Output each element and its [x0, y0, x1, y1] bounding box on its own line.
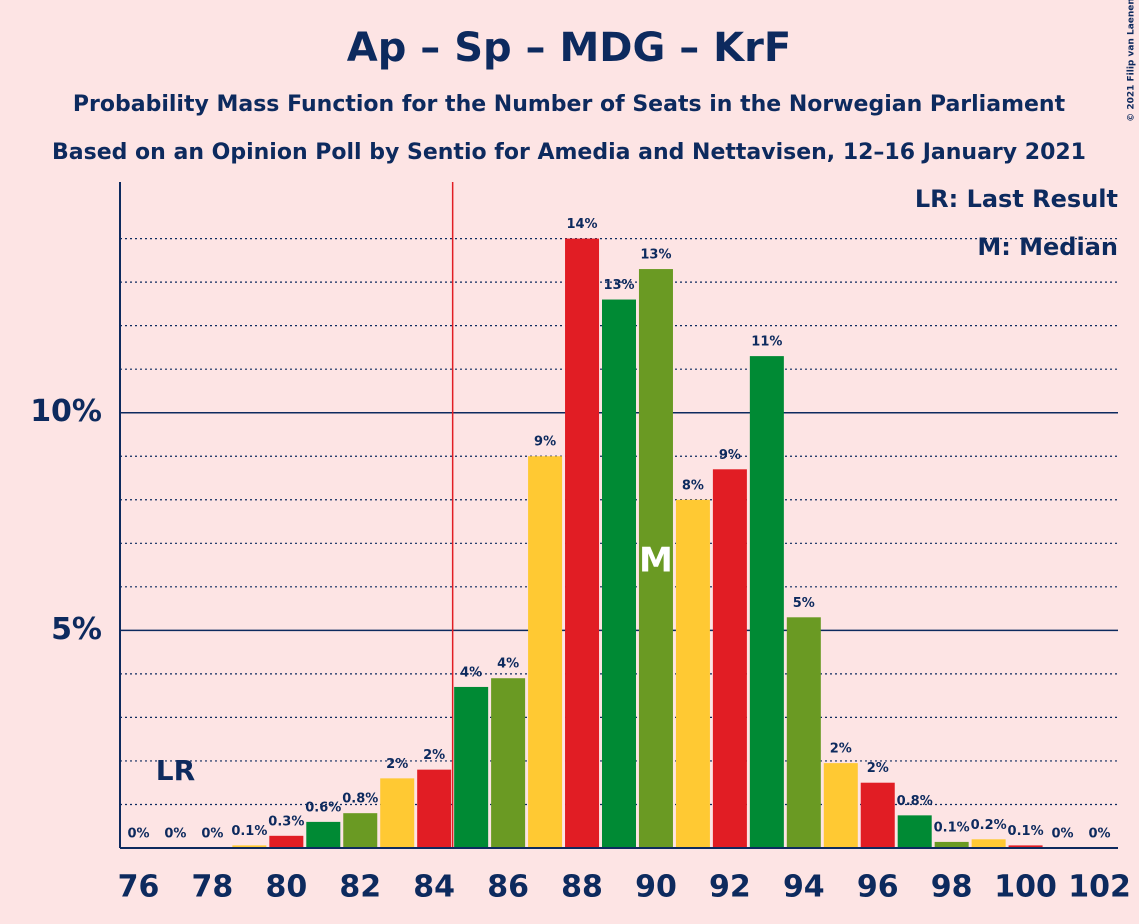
copyright: © 2021 Filip van Laenen — [1127, 0, 1137, 122]
bar — [749, 356, 784, 848]
value-label: 0% — [1088, 827, 1110, 842]
bar — [823, 763, 858, 848]
value-label: 2% — [423, 748, 445, 763]
value-label: 9% — [534, 435, 556, 450]
value-label: 0.8% — [897, 794, 933, 809]
y-tick-label: 10% — [30, 394, 102, 429]
median-label: M — [639, 541, 673, 581]
x-tick-label: 88 — [561, 870, 603, 905]
x-tick-label: 78 — [192, 870, 234, 905]
x-tick-label: 90 — [635, 870, 677, 905]
bar — [1008, 845, 1043, 848]
bar — [934, 841, 969, 848]
bar — [638, 269, 673, 848]
bar — [565, 238, 600, 848]
x-tick-label: 86 — [487, 870, 529, 905]
value-label: 0.2% — [971, 818, 1007, 833]
value-label: 0.1% — [934, 820, 970, 835]
x-tick-label: 102 — [1068, 870, 1131, 905]
value-label: 14% — [566, 217, 597, 232]
value-label: 0.1% — [1008, 824, 1044, 839]
value-label: 4% — [460, 665, 482, 680]
bar — [454, 686, 489, 848]
value-label: 0.6% — [305, 800, 341, 815]
bar — [712, 469, 747, 848]
bar — [269, 835, 304, 848]
value-label: 9% — [719, 448, 741, 463]
x-tick-label: 98 — [931, 870, 973, 905]
bar — [675, 499, 710, 848]
value-label: 13% — [640, 248, 671, 263]
value-label: 4% — [497, 657, 519, 672]
x-tick-label: 76 — [118, 870, 160, 905]
x-tick-label: 92 — [709, 870, 751, 905]
value-label: 0% — [1052, 827, 1074, 842]
bar — [971, 839, 1006, 848]
chart-title: Ap – Sp – MDG – KrF — [347, 25, 791, 71]
legend-entry: M: Median — [977, 233, 1118, 261]
value-label: 2% — [830, 742, 852, 757]
value-label: 5% — [793, 596, 815, 611]
value-label: 0.3% — [268, 814, 304, 829]
bar — [528, 456, 563, 848]
y-tick-label: 5% — [51, 612, 102, 647]
value-label: 8% — [682, 478, 704, 493]
value-label: 2% — [867, 761, 889, 776]
value-label: 2% — [386, 757, 408, 772]
bar — [491, 678, 526, 848]
x-tick-label: 80 — [265, 870, 307, 905]
bar — [306, 821, 341, 848]
x-tick-label: 96 — [857, 870, 899, 905]
bar — [601, 299, 637, 848]
x-tick-label: 82 — [339, 870, 381, 905]
bar — [786, 617, 821, 848]
bar — [897, 815, 932, 848]
value-label: 0% — [127, 827, 149, 842]
value-label: 11% — [751, 335, 782, 350]
x-tick-label: 84 — [413, 870, 455, 905]
value-label: 0.8% — [342, 792, 378, 807]
value-label: 0% — [164, 827, 186, 842]
bar — [343, 813, 378, 848]
value-label: 0% — [201, 827, 223, 842]
x-tick-label: 94 — [783, 870, 825, 905]
legend-entry: LR: Last Result — [915, 185, 1118, 213]
bar — [417, 769, 452, 848]
x-tick-label: 100 — [994, 870, 1057, 905]
value-label: 0.1% — [231, 824, 267, 839]
subtitle: Based on an Opinion Poll by Sentio for A… — [52, 140, 1086, 165]
last-result-label: LR — [156, 754, 195, 787]
bar — [860, 782, 895, 848]
bar — [232, 845, 267, 848]
bar — [380, 778, 415, 848]
subtitle: Probability Mass Function for the Number… — [73, 92, 1066, 117]
value-label: 13% — [603, 278, 634, 293]
